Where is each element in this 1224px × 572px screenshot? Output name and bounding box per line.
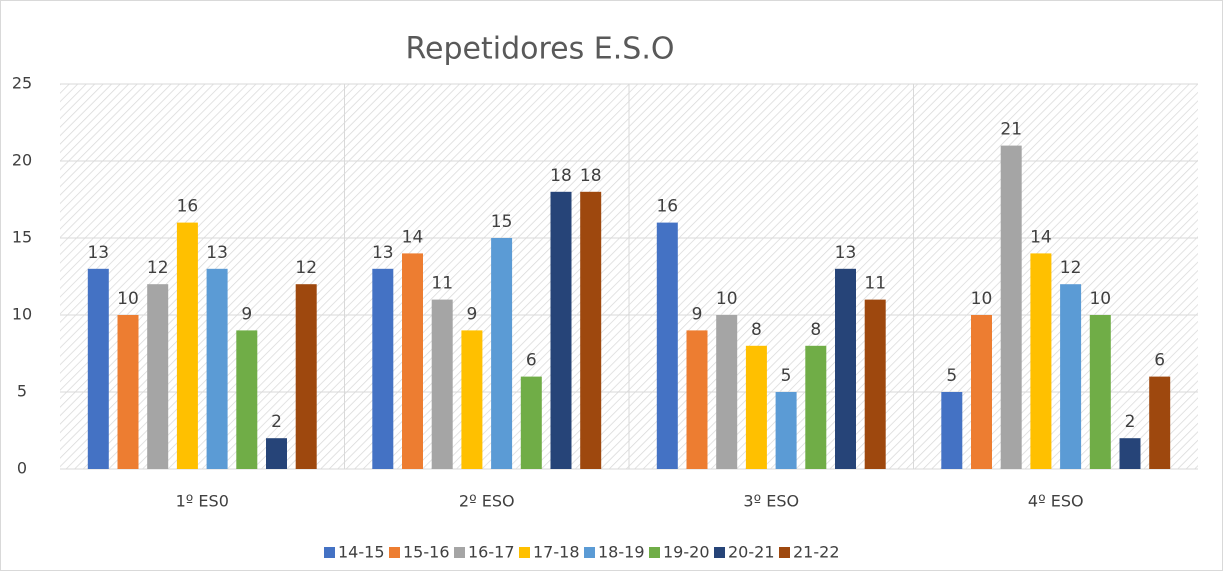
- bar: [971, 315, 992, 469]
- data-label: 5: [946, 366, 957, 386]
- legend-swatch: [584, 547, 595, 558]
- data-label: 10: [1089, 289, 1111, 309]
- data-label: 9: [692, 304, 703, 324]
- data-label: 12: [295, 258, 317, 278]
- x-tick-label: 1º ES0: [176, 492, 229, 511]
- bar: [1149, 376, 1171, 469]
- data-label: 14: [402, 227, 424, 247]
- data-label: 12: [147, 258, 169, 278]
- bar: [805, 345, 827, 469]
- data-label: 8: [810, 320, 821, 340]
- data-label: 18: [580, 166, 602, 186]
- data-label: 9: [241, 304, 252, 324]
- data-label: 21: [1000, 120, 1022, 140]
- bar: [716, 315, 738, 469]
- bar: [266, 438, 287, 469]
- data-label: 13: [206, 243, 228, 263]
- data-label: 10: [716, 289, 738, 309]
- data-label: 13: [87, 243, 109, 263]
- data-label: 16: [656, 197, 678, 217]
- legend-swatch: [454, 547, 465, 558]
- legend-label: 19-20: [663, 543, 710, 562]
- legend-label: 20-21: [728, 543, 775, 562]
- bar: [745, 345, 767, 469]
- data-label: 12: [1060, 258, 1082, 278]
- bar: [550, 191, 572, 470]
- bar: [147, 284, 169, 469]
- data-label: 14: [1030, 227, 1052, 247]
- data-label: 2: [271, 412, 282, 432]
- bar: [580, 191, 602, 470]
- data-label: 10: [117, 289, 139, 309]
- data-label: 2: [1125, 412, 1136, 432]
- y-tick-label: 15: [12, 228, 32, 247]
- bar: [656, 222, 678, 469]
- legend-swatch: [779, 547, 790, 558]
- bar: [176, 222, 198, 469]
- legend-swatch: [519, 547, 530, 558]
- data-label: 6: [1154, 351, 1165, 371]
- bar: [775, 392, 797, 469]
- bar: [87, 268, 109, 469]
- y-tick-label: 20: [12, 151, 32, 170]
- data-label: 11: [431, 274, 453, 294]
- bar: [520, 376, 542, 469]
- bar: [117, 315, 139, 469]
- legend-swatch: [714, 547, 725, 558]
- x-tick-label: 4º ESO: [1028, 492, 1084, 511]
- bar: [1030, 253, 1052, 469]
- bar: [236, 330, 258, 469]
- bar: [372, 268, 394, 469]
- data-label: 9: [466, 304, 477, 324]
- x-tick-label: 3º ESO: [743, 492, 799, 511]
- legend-label: 16-17: [468, 543, 515, 562]
- bar: [1000, 145, 1022, 469]
- legend-swatch: [649, 547, 660, 558]
- y-tick-label: 10: [12, 305, 32, 324]
- data-label: 13: [372, 243, 394, 263]
- legend-label: 15-16: [403, 543, 450, 562]
- bar: [1119, 438, 1141, 469]
- data-label: 5: [781, 366, 792, 386]
- legend-label: 21-22: [793, 543, 840, 562]
- data-label: 13: [835, 243, 857, 263]
- bar: [686, 330, 708, 469]
- data-label: 15: [491, 212, 513, 232]
- data-label: 8: [751, 320, 762, 340]
- x-tick-label: 2º ESO: [459, 492, 515, 511]
- bar: [941, 392, 963, 469]
- legend-label: 17-18: [533, 543, 580, 562]
- legend-label: 18-19: [598, 543, 645, 562]
- bar: [295, 284, 317, 469]
- legend-swatch: [324, 547, 335, 558]
- legend-label: 14-15: [338, 543, 385, 562]
- bar: [491, 238, 513, 469]
- y-tick-label: 5: [17, 382, 27, 401]
- bar: [835, 268, 856, 469]
- bar: [206, 268, 228, 469]
- data-label: 10: [971, 289, 993, 309]
- data-label: 16: [177, 197, 199, 217]
- data-label: 18: [550, 166, 572, 186]
- data-label: 6: [526, 351, 537, 371]
- y-tick-label: 25: [12, 74, 32, 93]
- legend-swatch: [389, 547, 400, 558]
- bar: [864, 299, 886, 469]
- bar: [1089, 315, 1111, 469]
- bar: [402, 253, 423, 469]
- chart-title: Repetidores E.S.O: [406, 32, 675, 67]
- data-label: 11: [864, 274, 886, 294]
- bar: [431, 299, 453, 469]
- bar: [461, 330, 483, 469]
- bar: [1060, 284, 1082, 469]
- y-tick-label: 0: [17, 459, 27, 478]
